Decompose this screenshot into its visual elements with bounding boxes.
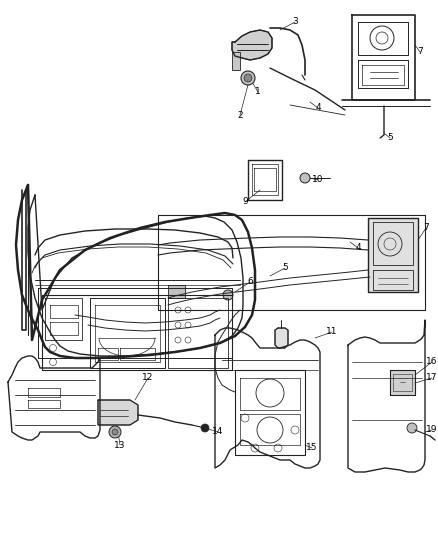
Polygon shape	[168, 285, 185, 298]
Polygon shape	[98, 400, 138, 425]
Text: 10: 10	[312, 175, 324, 184]
Polygon shape	[368, 218, 418, 292]
Text: 5: 5	[282, 263, 288, 272]
Circle shape	[300, 173, 310, 183]
Polygon shape	[275, 328, 288, 348]
Text: 4: 4	[315, 103, 321, 112]
Text: 6: 6	[247, 278, 253, 287]
Text: 4: 4	[355, 244, 361, 253]
Circle shape	[244, 74, 252, 82]
Text: 11: 11	[326, 327, 338, 336]
Text: 15: 15	[306, 443, 318, 453]
Text: 14: 14	[212, 427, 224, 437]
Polygon shape	[232, 30, 272, 60]
Text: 13: 13	[114, 440, 126, 449]
Circle shape	[241, 71, 255, 85]
Text: 3: 3	[292, 18, 298, 27]
Circle shape	[201, 424, 209, 432]
Text: 12: 12	[142, 374, 154, 383]
Circle shape	[109, 426, 121, 438]
Text: 16: 16	[426, 358, 438, 367]
Polygon shape	[232, 52, 240, 70]
Polygon shape	[390, 370, 415, 395]
Text: 17: 17	[426, 374, 438, 383]
Circle shape	[407, 423, 417, 433]
Text: 19: 19	[426, 425, 438, 434]
Circle shape	[112, 429, 118, 435]
Text: 9: 9	[242, 198, 248, 206]
Text: 7: 7	[423, 223, 429, 232]
Text: 1: 1	[255, 87, 261, 96]
Circle shape	[223, 290, 233, 300]
Text: 5: 5	[387, 133, 393, 142]
Text: 7: 7	[417, 47, 423, 56]
Text: 2: 2	[237, 110, 243, 119]
